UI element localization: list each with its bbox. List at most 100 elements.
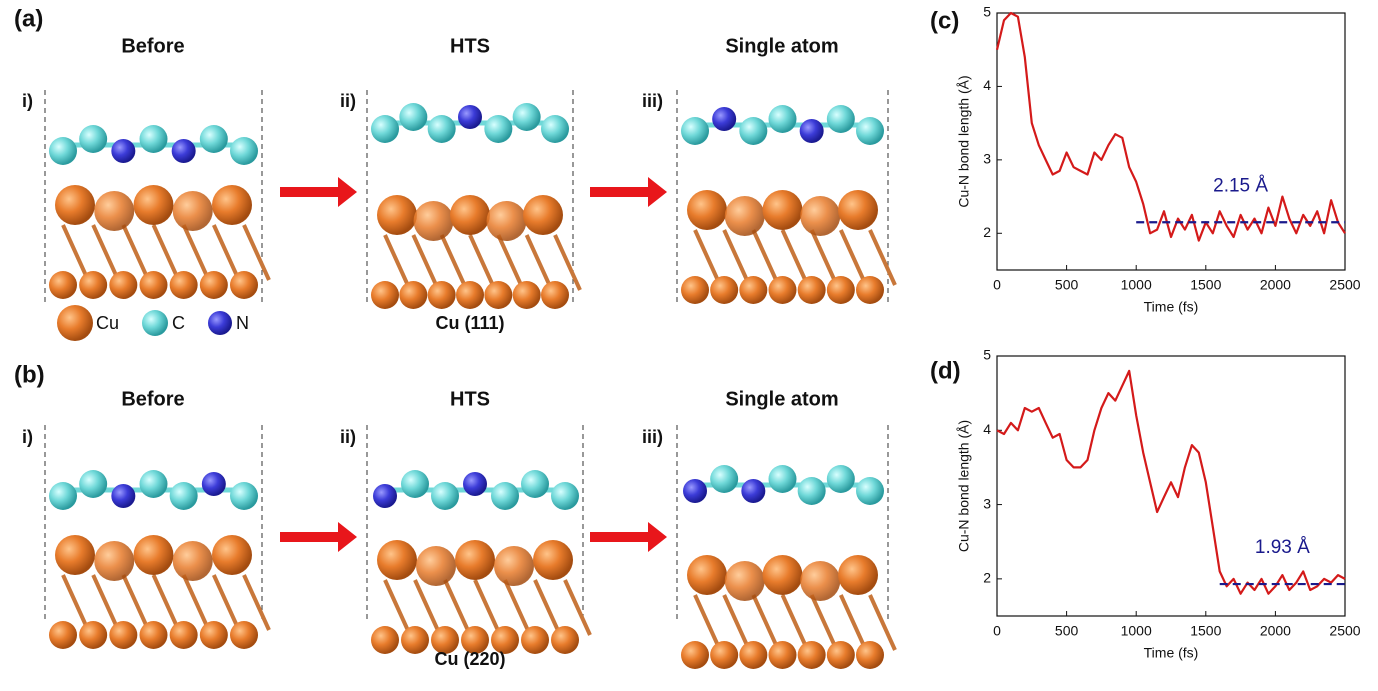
n-atom [683,479,707,503]
bond [503,579,532,636]
c-atom [139,470,168,498]
bond [91,574,120,631]
n-atom [712,107,737,131]
y-tick-label: 3 [983,151,991,167]
step-label: iii) [642,427,663,447]
bond [693,594,722,651]
cu-atom [739,276,768,304]
legend-label: Cu [96,313,119,333]
cu-atom [139,271,168,299]
cu-atom [533,540,573,580]
step-label: iii) [642,91,663,111]
cu-atom [710,641,739,669]
c-atom [401,470,429,498]
bond [524,234,554,291]
c-atom [710,465,739,493]
cu-atom [401,626,429,654]
cu-atom [169,621,198,649]
reference-label: 2.15 Å [1213,175,1268,196]
column-title: HTS [450,35,490,57]
cu-atom [172,191,213,231]
bond [151,224,181,281]
cu-atom [494,546,534,586]
bond [553,234,582,291]
c-atom [371,115,399,143]
column-title: Before [121,35,184,57]
cu-atom [199,271,228,299]
cu-atom [681,276,709,304]
c-atom [826,105,855,133]
cu-atom [687,555,727,595]
c-atom [856,117,884,145]
plot-frame [996,355,1346,617]
n-atom [171,139,196,163]
bond [91,224,120,281]
c-atom [169,482,198,510]
data-line [996,369,1346,595]
cu-atom [139,621,168,649]
x-tick-label: 2000 [1260,277,1291,293]
y-tick-label: 5 [983,347,991,363]
x-tick-label: 500 [1055,623,1079,639]
cu-atom [212,535,252,575]
bond [212,574,241,631]
cu-atom [800,561,841,601]
y-tick-label: 4 [983,77,991,93]
cu-atom [762,190,803,230]
bond [212,224,241,281]
cu-atom [456,281,484,309]
cu-atom [710,276,739,304]
legend-label: C [172,313,185,333]
n-atom [463,472,487,496]
y-tick-label: 2 [983,570,991,586]
cu-atom [461,626,489,654]
bond [780,594,810,651]
cu-atom [724,196,765,236]
bond [181,574,211,631]
bond [121,224,151,281]
cu-atom [687,190,727,230]
c-atom [797,477,826,505]
plot-frame [996,12,1346,271]
x-tick-label: 2500 [1329,277,1360,293]
cu-atom [416,546,456,586]
legend-swatch [57,305,93,341]
arrow [590,177,667,207]
cu-atom [169,271,198,299]
c-atom [739,117,768,145]
n-atom [458,105,482,129]
x-tick-label: 1500 [1190,277,1221,293]
cu-atom [371,281,399,309]
n-atom [111,139,136,163]
c-atom [230,482,258,510]
cu-atom [724,561,765,601]
y-axis-label: Cu-N bond length (Å) [956,75,972,207]
bond [533,579,562,636]
bond [443,579,472,636]
cu-atom [212,185,252,225]
y-axis-label: Cu-N bond length (Å) [956,420,972,552]
bond [563,579,592,636]
c-atom [427,115,456,143]
cu-atom [109,271,138,299]
x-tick-label: 0 [993,623,1001,639]
y-tick-label: 2 [983,224,991,240]
cu-atom [377,195,417,235]
cu-atom [79,271,108,299]
c-atom [49,137,77,165]
bond [61,224,90,281]
bond [751,594,781,651]
cu-atom [856,641,884,669]
c-atom [826,465,855,493]
cu-atom [371,626,399,654]
column-title: HTS [450,388,490,410]
cu-atom [797,641,826,669]
bond [242,574,271,631]
x-tick-label: 1000 [1121,277,1152,293]
bond [411,234,441,291]
cu-atom [413,201,454,241]
legend-swatch [208,311,232,335]
c-atom [512,103,541,131]
cu-atom [55,535,95,575]
cu-atom [109,621,138,649]
